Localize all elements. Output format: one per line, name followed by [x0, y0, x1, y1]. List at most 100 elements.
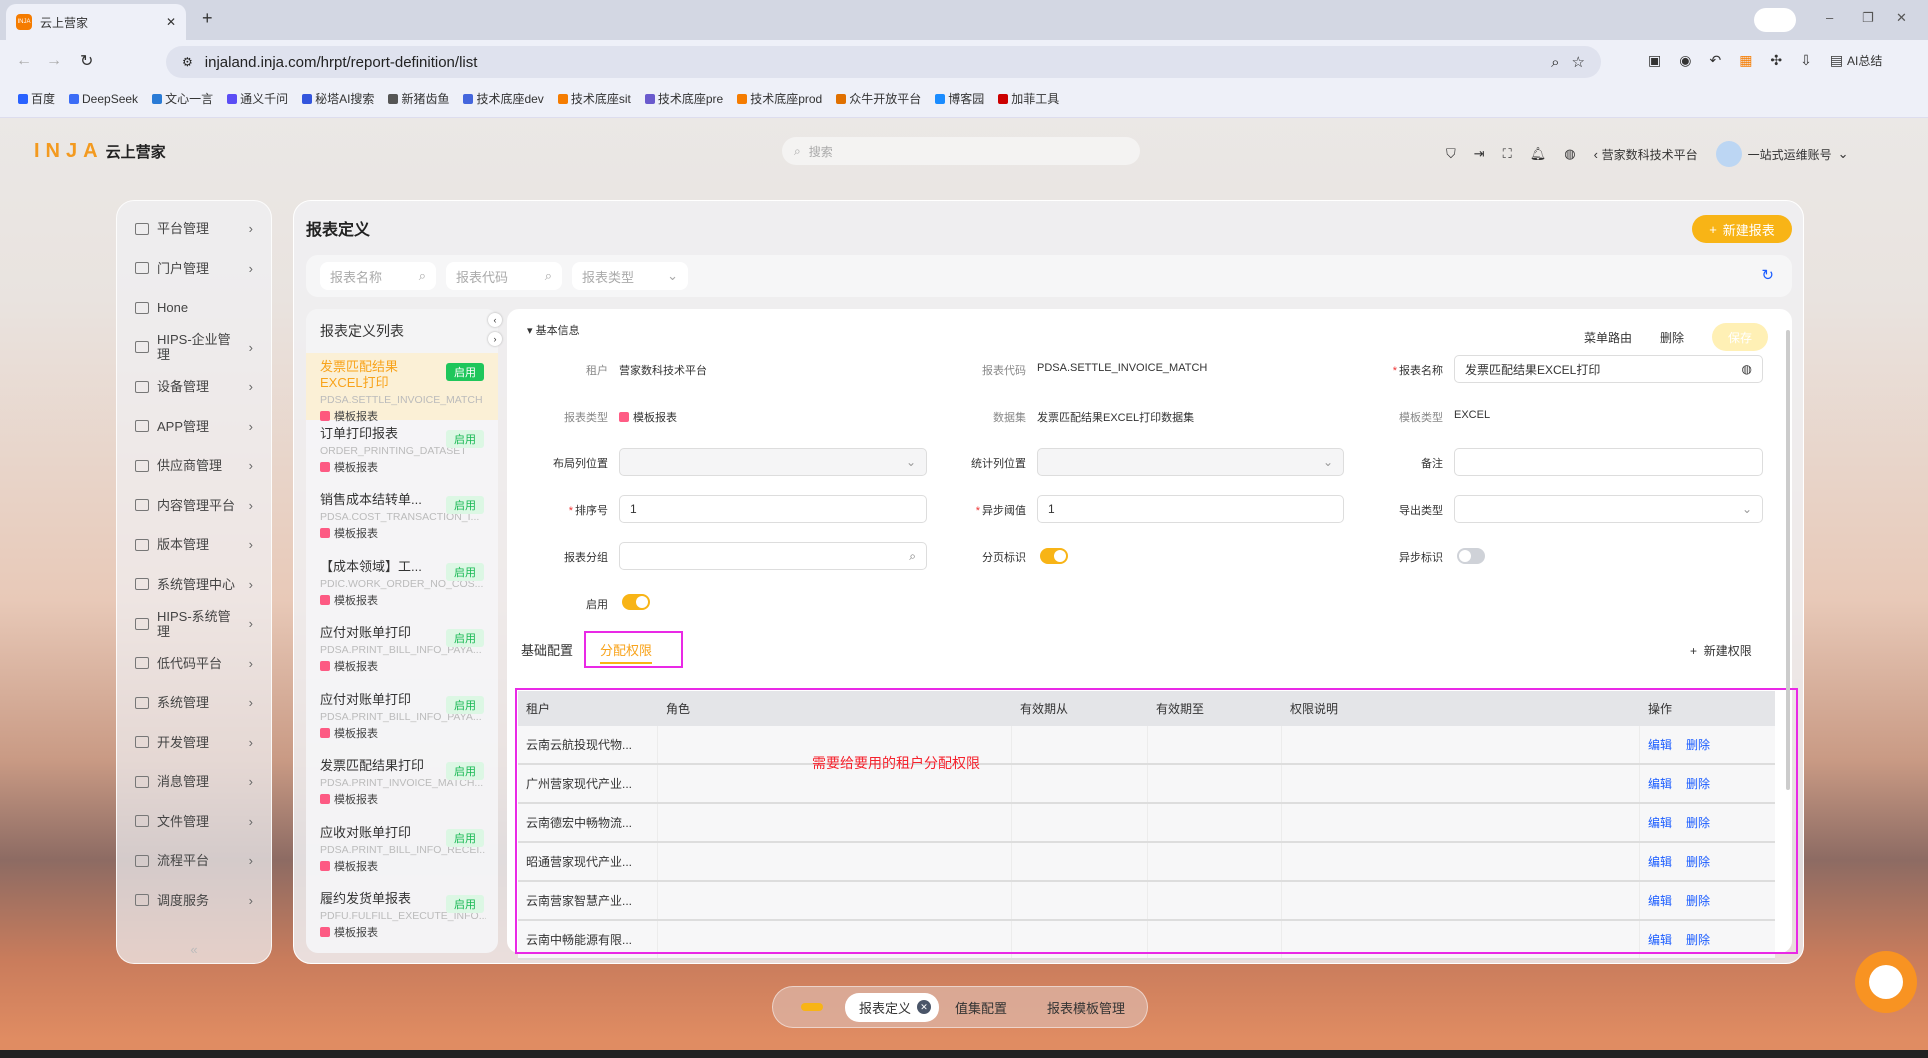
bottom-tab-template[interactable]: 报表模板管理 — [1047, 1000, 1126, 1016]
bookmark-star-icon[interactable]: ☆ — [1571, 54, 1585, 71]
minimize-icon[interactable]: – — [1826, 10, 1834, 25]
bookmark-item[interactable]: DeepSeek — [69, 90, 138, 107]
tab-basic-config[interactable]: 基础配置 — [521, 643, 574, 658]
new-tab-icon[interactable]: + — [202, 8, 213, 28]
edit-link[interactable]: 编辑 — [1648, 816, 1673, 830]
sidebar-item[interactable]: 系统管理中心 › — [117, 565, 271, 605]
address-bar[interactable]: ⚙ injaland.inja.com/hrpt/report-definiti… — [166, 46, 1601, 78]
tab-assign-permission[interactable]: 分配权限 — [600, 640, 653, 664]
stat-col-select[interactable]: ⌄ — [1037, 448, 1344, 476]
delete-link[interactable]: 删除 — [1686, 855, 1711, 869]
collapse-left-icon[interactable]: ‹ — [488, 313, 502, 327]
enabled-toggle[interactable] — [622, 594, 650, 610]
menu-route-button[interactable]: 菜单路由 — [1584, 330, 1633, 345]
expand-right-icon[interactable]: › — [488, 332, 502, 346]
section-basic-info[interactable]: ▾ 基本信息 — [527, 325, 580, 337]
refresh-icon[interactable]: ↻ — [1761, 267, 1774, 284]
sidebar-item[interactable]: 消息管理 › — [117, 762, 271, 802]
sidebar-item[interactable]: 流程平台 › — [117, 841, 271, 881]
layout-col-select[interactable]: ⌄ — [619, 448, 927, 476]
share-icon[interactable]: ↶ — [1709, 52, 1722, 68]
sidebar-item[interactable]: 系统管理 › — [117, 683, 271, 723]
sidebar-item[interactable]: HIPS-企业管理 › — [117, 328, 271, 368]
platform-switch[interactable]: ‹ 营家数科技术平台 — [1593, 146, 1698, 162]
browser-tab[interactable]: INJA 云上营家 ✕ — [6, 4, 186, 40]
sidebar-item[interactable]: APP管理 › — [117, 407, 271, 447]
scrollbar[interactable] — [1786, 330, 1790, 790]
list-item[interactable]: 【成本领域】工... 启用 PDIC.WORK_ORDER_NO_COS... 模板报… — [320, 558, 484, 607]
bookmark-item[interactable]: 秘塔AI搜索 — [302, 90, 374, 107]
delete-link[interactable]: 删除 — [1686, 933, 1711, 947]
sidebar-item[interactable]: HIPS-系统管理 › — [117, 604, 271, 644]
sidebar-item[interactable]: 开发管理 › — [117, 723, 271, 763]
edit-link[interactable]: 编辑 — [1648, 933, 1673, 947]
collapse-sidebar-icon[interactable]: « — [190, 942, 198, 957]
reload-icon[interactable]: ↻ — [80, 53, 94, 70]
new-permission-button[interactable]: + 新建权限 — [1690, 644, 1752, 658]
globe-icon[interactable]: ◍ — [1564, 146, 1576, 161]
async-threshold-input[interactable]: 1 — [1037, 495, 1344, 523]
remark-input[interactable] — [1454, 448, 1763, 476]
list-item[interactable]: 订单打印报表 启用 ORDER_PRINTING_DATASET 模板报表 — [306, 420, 498, 487]
bookmark-item[interactable]: 通义千问 — [227, 90, 288, 107]
edit-link[interactable]: 编辑 — [1648, 738, 1673, 752]
calendar-icon[interactable]: ▦ — [1739, 52, 1753, 68]
site-info-icon[interactable]: ⚙ — [182, 55, 193, 69]
report-type-filter[interactable]: 报表类型 ⌄ — [572, 262, 688, 290]
download-icon[interactable]: ⇩ — [1800, 52, 1812, 68]
sidebar-item[interactable]: 门户管理 › — [117, 249, 271, 289]
sidebar-item[interactable]: Hone — [117, 288, 271, 328]
edit-link[interactable]: 编辑 — [1648, 777, 1673, 791]
save-button[interactable]: 保存 — [1712, 323, 1769, 351]
report-name-filter[interactable]: 报表名称 ⌕ — [320, 262, 436, 290]
user-menu[interactable]: 一站式运维账号 ⌄ — [1715, 141, 1849, 167]
bottom-tab-valueset[interactable]: 值集配置 — [955, 1000, 1008, 1016]
list-item[interactable]: 应付对账单打印 启用 PDSA.PRINT_BILL_INFO_PAYA... 模板报… — [306, 619, 498, 686]
close-tab-icon[interactable]: ✕ — [165, 15, 176, 29]
sidebar-item[interactable]: 设备管理 › — [117, 367, 271, 407]
bookmark-item[interactable]: 博客园 — [935, 90, 984, 107]
delete-link[interactable]: 删除 — [1686, 894, 1711, 908]
list-item[interactable]: 应收对账单打印 启用 PDSA.PRINT_BILL_INFO_RECEI... 模板… — [320, 824, 486, 873]
bell-icon[interactable]: 🔔︎ — [1529, 146, 1547, 161]
list-item[interactable]: 履约发货单报表 启用 PDFU.FULFILL_EXECUTE_INFO... 模板报… — [320, 891, 486, 939]
fullscreen-icon[interactable]: ⛶ — [1502, 146, 1512, 161]
close-window-icon[interactable]: ✕ — [1896, 10, 1907, 25]
bookmark-item[interactable]: 文心一言 — [152, 90, 213, 107]
async-toggle[interactable] — [1457, 548, 1485, 564]
edit-link[interactable]: 编辑 — [1648, 894, 1673, 908]
export-type-select[interactable]: ⌄ — [1454, 495, 1763, 523]
bookmark-item[interactable]: 技术底座dev — [463, 90, 544, 107]
list-item[interactable]: 发票匹配结果打印 启用 PDSA.PRINT_INVOICE_MATCH... 模板报… — [320, 758, 484, 806]
bookmark-item[interactable]: 众牛开放平台 — [836, 90, 921, 107]
group-input[interactable]: ⌕ — [619, 542, 927, 570]
assistant-avatar-button[interactable] — [1855, 951, 1917, 1013]
sidebar-item[interactable]: 低代码平台 › — [117, 644, 271, 684]
delete-link[interactable]: 删除 — [1686, 777, 1711, 791]
paging-toggle[interactable] — [1040, 548, 1068, 564]
delete-button[interactable]: 删除 — [1660, 330, 1685, 345]
bookmark-item[interactable]: 技术底座pre — [644, 90, 723, 107]
delete-link[interactable]: 删除 — [1686, 738, 1711, 752]
sidebar-item[interactable]: 版本管理 › — [117, 525, 271, 565]
logout-icon[interactable]: ⇥ — [1473, 146, 1485, 161]
home-indicator-icon[interactable] — [801, 1003, 823, 1011]
sort-input[interactable]: 1 — [619, 495, 927, 523]
global-search[interactable]: ⌕ 搜索 — [782, 137, 1140, 165]
extension-icon[interactable]: ◉ — [1679, 52, 1692, 68]
list-item[interactable]: 销售成本结转单... 启用 PDSA.COST_TRANSACTION_I... 模板… — [306, 486, 498, 553]
extension-icon[interactable]: ▣ — [1648, 52, 1662, 68]
report-code-filter[interactable]: 报表代码 ⌕ — [446, 262, 562, 290]
report-name-input[interactable]: 发票匹配结果EXCEL打印 ◍ — [1454, 355, 1763, 383]
delete-link[interactable]: 删除 — [1686, 816, 1711, 830]
zoom-icon[interactable]: ⌕ — [1551, 53, 1560, 71]
sidebar-item[interactable]: 文件管理 › — [117, 802, 271, 842]
ai-summary-button[interactable]: ▤ AI总结 — [1829, 52, 1883, 68]
list-item[interactable]: 发票匹配结果EXCEL打印 启用 PDSA.SETTLE_INVOICE_MATCH… — [306, 353, 498, 423]
edit-link[interactable]: 编辑 — [1648, 855, 1673, 869]
list-item[interactable]: 应付对账单打印 启用 PDSA.PRINT_BILL_INFO_PAYA... 模板报… — [306, 686, 498, 753]
bookmark-item[interactable]: 技术底座prod — [737, 90, 822, 107]
bookmark-item[interactable]: 新猪齿鱼 — [388, 90, 449, 107]
profile-icon[interactable] — [1754, 8, 1796, 32]
bookmark-item[interactable]: 加菲工具 — [998, 90, 1059, 107]
